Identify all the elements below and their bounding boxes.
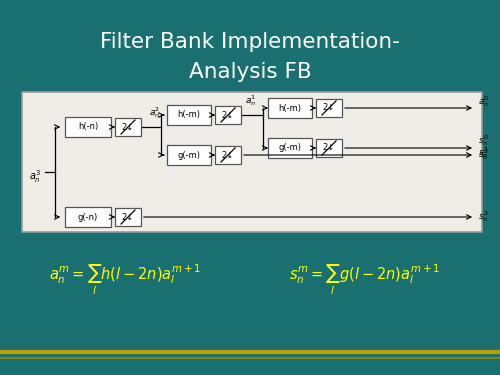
- Text: g(-n): g(-n): [78, 213, 98, 222]
- Text: 2↓: 2↓: [222, 111, 234, 120]
- Bar: [167, 145, 211, 165]
- Text: $a_n^2$: $a_n^2$: [149, 105, 160, 120]
- Bar: [215, 146, 241, 164]
- Text: h(-m): h(-m): [178, 111, 201, 120]
- Text: $a_n^m = \sum_l h(l-2n)a_l^{m+1}$: $a_n^m = \sum_l h(l-2n)a_l^{m+1}$: [49, 263, 201, 297]
- Bar: [22, 92, 482, 232]
- Text: $a_n^3$: $a_n^3$: [29, 169, 41, 185]
- Text: 2↓: 2↓: [222, 150, 234, 159]
- Text: 2↓: 2↓: [323, 104, 335, 112]
- Bar: [268, 98, 312, 118]
- Text: h(-n): h(-n): [78, 123, 98, 132]
- Text: Analysis FB: Analysis FB: [188, 62, 312, 82]
- Bar: [215, 106, 241, 124]
- Text: 2↓: 2↓: [323, 144, 335, 153]
- Text: $a_n^0$: $a_n^0$: [478, 94, 490, 110]
- Bar: [65, 207, 111, 227]
- Text: 2↓: 2↓: [122, 123, 134, 132]
- Bar: [167, 105, 211, 125]
- Text: $a_n^1$: $a_n^1$: [245, 93, 256, 108]
- Bar: [115, 208, 141, 226]
- Bar: [268, 138, 312, 158]
- Text: Filter Bank Implementation-: Filter Bank Implementation-: [100, 32, 400, 52]
- Text: g(-m): g(-m): [178, 150, 201, 159]
- Text: $s_n^1$: $s_n^1$: [478, 146, 488, 160]
- Text: $s_n^0$: $s_n^0$: [478, 134, 488, 148]
- Bar: [115, 118, 141, 136]
- Bar: [316, 99, 342, 117]
- Text: $s_n^3$: $s_n^3$: [478, 210, 488, 225]
- Text: $s_n^2$: $s_n^2$: [478, 147, 488, 162]
- Text: 2↓: 2↓: [122, 213, 134, 222]
- Bar: [316, 139, 342, 157]
- Text: h(-m): h(-m): [278, 104, 301, 112]
- Text: g(-m): g(-m): [278, 144, 301, 153]
- Text: $s_n^m = \sum_l g(l-2n)a_l^{m+1}$: $s_n^m = \sum_l g(l-2n)a_l^{m+1}$: [290, 263, 440, 297]
- Bar: [65, 117, 111, 137]
